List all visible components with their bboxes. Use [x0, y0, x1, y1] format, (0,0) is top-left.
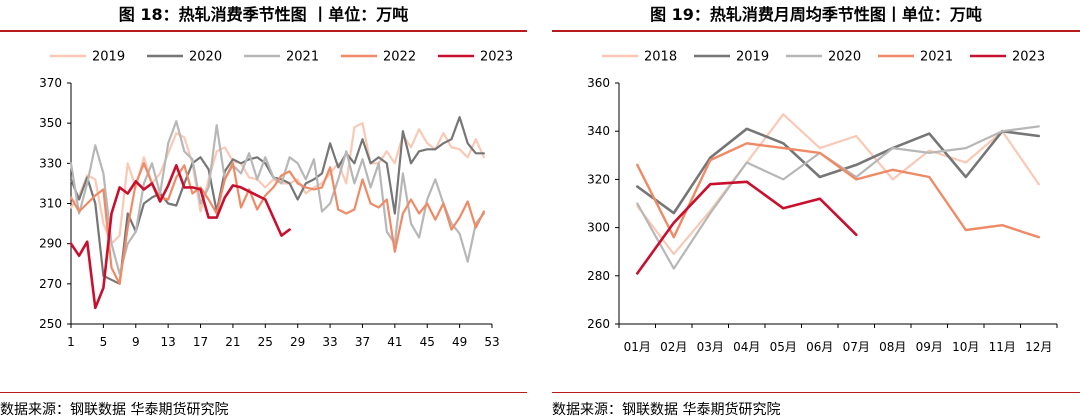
chart-panel-right: 图 19：热轧消费月周均季节性图丨单位：万吨 2018 2019 2020 2021 2…	[552, 0, 1080, 419]
series-line-2018	[636, 113, 1040, 256]
legend-label: 2021	[920, 50, 953, 65]
x-tick-label: 04月	[733, 340, 760, 354]
legend-label: 2021	[286, 50, 319, 65]
x-tick-label: 1	[67, 335, 75, 349]
x-tick-label: 09月	[916, 340, 943, 354]
x-tick-label: 02月	[660, 340, 687, 354]
y-tick-label: 330	[39, 156, 62, 170]
legend-label: 2022	[383, 50, 416, 65]
y-tick-label: 340	[587, 124, 610, 138]
y-tick-label: 290	[39, 237, 62, 251]
y-tick-label: 250	[39, 317, 62, 331]
chart-title: 图 18：热轧消费季节性图 丨单位：万吨	[118, 5, 409, 24]
legend-label: 2019	[736, 50, 769, 65]
series-line-2019	[636, 127, 1041, 215]
x-tick-label: 17	[193, 335, 208, 349]
y-tick-label: 260	[587, 317, 610, 331]
x-tick-label: 13	[161, 335, 176, 349]
y-tick-label: 370	[39, 76, 62, 90]
x-tick-label: 41	[387, 335, 402, 349]
title-rule	[552, 30, 1080, 32]
x-tick-label: 05月	[770, 340, 797, 354]
legend-label: 2020	[828, 50, 861, 65]
footer-rule	[552, 392, 1080, 393]
legend-label: 2023	[1012, 50, 1045, 65]
y-tick-label: 300	[587, 221, 610, 235]
x-tick-label: 12月	[1025, 340, 1052, 354]
x-tick-label: 49	[452, 335, 467, 349]
series-line-2021	[636, 142, 1040, 239]
x-tick-label: 33	[322, 335, 337, 349]
y-tick-label: 270	[39, 277, 62, 291]
x-tick-label: 01月	[624, 340, 651, 354]
series-line-2023	[636, 180, 858, 275]
series-line-2023	[69, 164, 291, 310]
legend-label: 2020	[189, 50, 222, 65]
y-tick-label: 360	[587, 76, 610, 90]
chart-panel-left: 图 18：热轧消费季节性图 丨单位：万吨 2019 2020 2021 2022 202…	[0, 0, 527, 419]
footer-rule	[0, 392, 527, 393]
x-tick-label: 53	[484, 335, 499, 349]
x-tick-label: 37	[355, 335, 370, 349]
x-tick-label: 25	[258, 335, 273, 349]
x-tick-label: 03月	[697, 340, 724, 354]
x-tick-label: 06月	[806, 340, 833, 354]
x-tick-label: 11月	[989, 340, 1016, 354]
source-note: 数据来源：钢联数据 华泰期货研究院	[0, 402, 229, 418]
y-tick-label: 320	[587, 172, 610, 186]
x-tick-label: 07月	[843, 340, 870, 354]
x-tick-label: 29	[290, 335, 305, 349]
chart-title: 图 19：热轧消费月周均季节性图丨单位：万吨	[650, 5, 982, 24]
x-tick-label: 5	[100, 335, 108, 349]
x-tick-label: 08月	[879, 340, 906, 354]
x-tick-label: 10月	[952, 340, 979, 354]
title-rule	[0, 30, 527, 32]
line-chart-right: 2018 2019 2020 2021 2023 260 280 300 320 340 360 01…	[587, 50, 1058, 354]
line-chart-left: 2019 2020 2021 2022 2023 250 270 290 310 330 350 37…	[39, 50, 513, 350]
y-tick-label: 350	[39, 116, 62, 130]
legend-label: 2019	[92, 50, 125, 65]
y-tick-label: 310	[39, 197, 62, 211]
x-tick-label: 21	[225, 335, 240, 349]
y-tick-label: 280	[587, 269, 610, 283]
source-note: 数据来源：钢联数据 华泰期货研究院	[552, 402, 781, 418]
series-line-2020	[69, 115, 485, 285]
legend-label: 2023	[480, 50, 513, 65]
series-line-2022	[69, 162, 485, 285]
x-tick-label: 9	[132, 335, 140, 349]
x-tick-label: 45	[420, 335, 435, 349]
legend-label: 2018	[644, 50, 677, 65]
